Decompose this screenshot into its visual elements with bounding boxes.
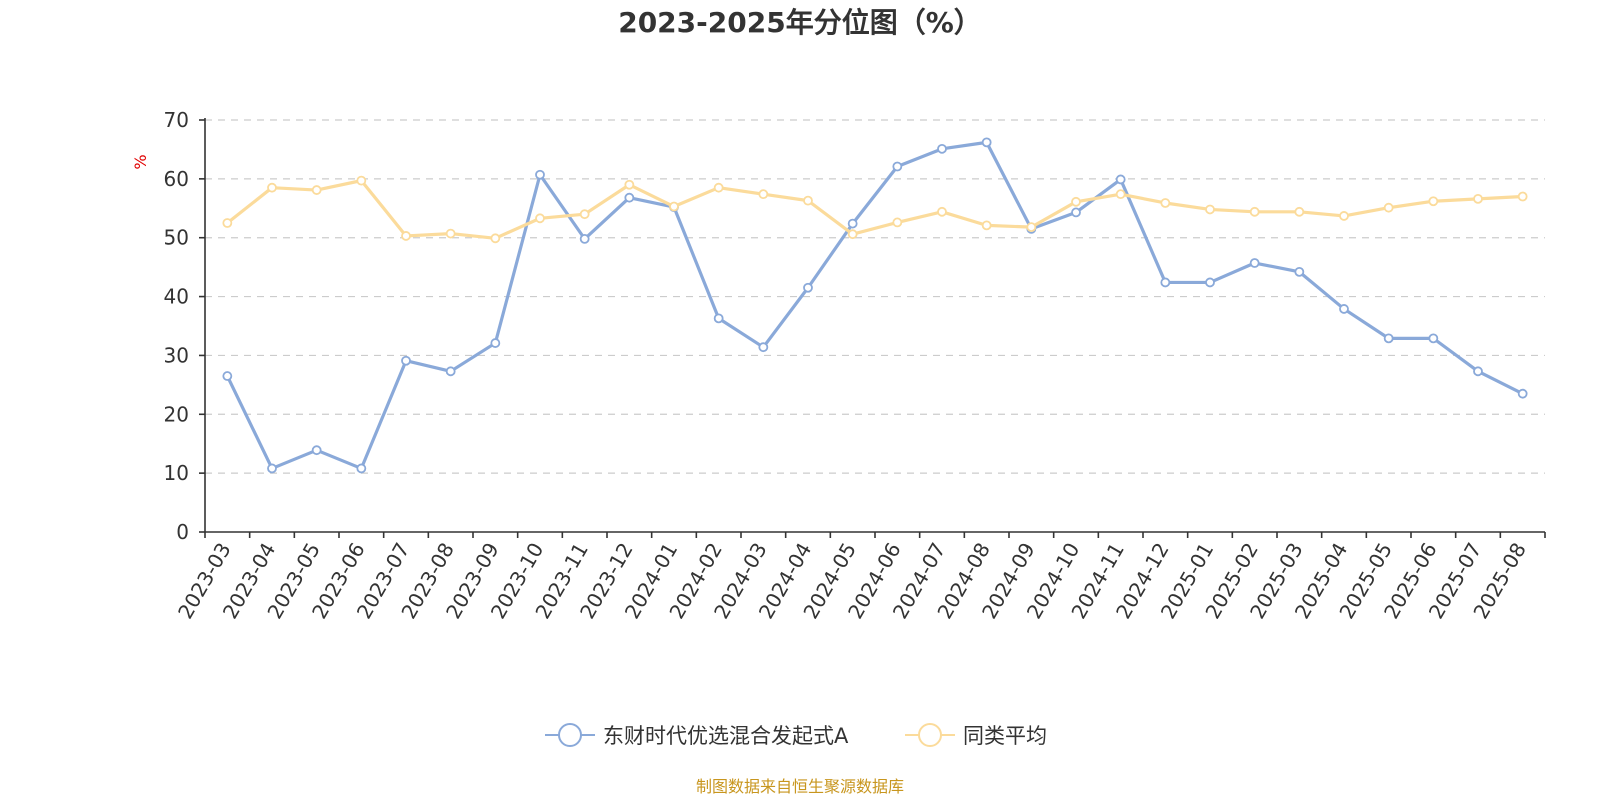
data-point[interactable] [1115, 189, 1126, 200]
y-tick-label: 50 [164, 226, 189, 250]
data-point[interactable] [535, 213, 545, 224]
data-point[interactable] [1428, 333, 1439, 344]
data-point[interactable] [981, 137, 992, 148]
y-tick-label: 60 [164, 167, 189, 191]
legend-label: 同类平均 [963, 724, 1047, 748]
data-point[interactable] [1249, 206, 1260, 217]
data-point[interactable] [311, 445, 322, 456]
data-point[interactable] [401, 231, 411, 241]
data-point[interactable] [356, 463, 367, 474]
data-source-note: 制图数据来自恒生聚源数据库 [696, 777, 904, 796]
data-point[interactable] [1026, 222, 1037, 233]
data-point[interactable] [1071, 207, 1081, 218]
data-point[interactable] [624, 179, 635, 190]
data-point[interactable] [624, 192, 635, 203]
series-line [226, 179, 1523, 240]
data-point[interactable] [1339, 211, 1349, 221]
data-point[interactable] [803, 282, 813, 293]
data-point[interactable] [1249, 258, 1260, 268]
axes: 0102030405060702023-032023-042023-052023… [164, 108, 1546, 623]
data-point[interactable] [1205, 204, 1215, 215]
series-category-average [222, 175, 1528, 244]
series-line [225, 140, 1524, 471]
data-point[interactable] [490, 233, 501, 244]
data-point[interactable] [1473, 193, 1483, 204]
data-point[interactable] [1294, 206, 1305, 217]
y-tick-label: 20 [164, 402, 189, 426]
data-point[interactable] [1071, 196, 1081, 207]
data-point[interactable] [713, 313, 724, 324]
data-point[interactable] [222, 218, 233, 228]
data-point[interactable] [803, 195, 813, 206]
data-point[interactable] [1205, 277, 1215, 288]
data-point[interactable] [758, 189, 769, 200]
series-layer [222, 137, 1528, 474]
legend-swatch-marker [558, 723, 582, 747]
grid-lines [205, 119, 1545, 474]
data-point[interactable] [1294, 266, 1305, 277]
data-point[interactable] [445, 228, 456, 239]
data-point[interactable] [1473, 366, 1483, 377]
data-point[interactable] [445, 366, 456, 377]
data-point[interactable] [267, 463, 277, 474]
legend-item-series-category-average[interactable]: 同类平均 [905, 723, 1047, 748]
data-point[interactable] [490, 338, 501, 348]
data-point[interactable] [535, 169, 545, 180]
data-point[interactable] [356, 175, 367, 186]
data-point[interactable] [937, 206, 947, 217]
legend[interactable]: 东财时代优选混合发起式A 同类平均 [545, 723, 1047, 748]
y-axis-label: % [131, 154, 150, 169]
data-point[interactable] [222, 371, 233, 381]
y-tick-label: 0 [176, 520, 189, 544]
y-tick-label: 70 [164, 108, 189, 132]
data-point[interactable] [1115, 174, 1126, 185]
data-point[interactable] [981, 220, 992, 231]
data-point[interactable] [579, 209, 590, 220]
data-point[interactable] [937, 143, 947, 154]
data-point[interactable] [311, 185, 322, 195]
data-point[interactable] [1160, 277, 1171, 288]
data-point[interactable] [401, 355, 411, 366]
data-point[interactable] [1517, 388, 1528, 399]
data-point[interactable] [1339, 304, 1349, 314]
data-point[interactable] [1517, 191, 1528, 202]
data-point[interactable] [579, 233, 590, 244]
series-fund [222, 137, 1528, 474]
data-point[interactable] [267, 182, 277, 193]
data-point[interactable] [1160, 198, 1171, 208]
data-point[interactable] [758, 342, 769, 353]
data-point[interactable] [1428, 196, 1439, 207]
legend-item-series-fund[interactable]: 东财时代优选混合发起式A [545, 723, 849, 748]
y-tick-label: 30 [164, 343, 189, 367]
data-point[interactable] [847, 218, 858, 229]
data-point[interactable] [1383, 333, 1394, 344]
data-point[interactable] [1383, 202, 1394, 213]
data-point[interactable] [669, 201, 679, 212]
data-point[interactable] [847, 229, 858, 240]
y-tick-label: 40 [164, 285, 189, 309]
y-tick-label: 10 [164, 461, 189, 485]
chart-title: 2023-2025年分位图（%） [618, 6, 982, 39]
data-point[interactable] [713, 182, 724, 193]
data-point[interactable] [892, 161, 903, 172]
legend-swatch-marker [918, 723, 942, 747]
legend-label: 东财时代优选混合发起式A [603, 724, 849, 748]
data-point[interactable] [892, 217, 903, 228]
